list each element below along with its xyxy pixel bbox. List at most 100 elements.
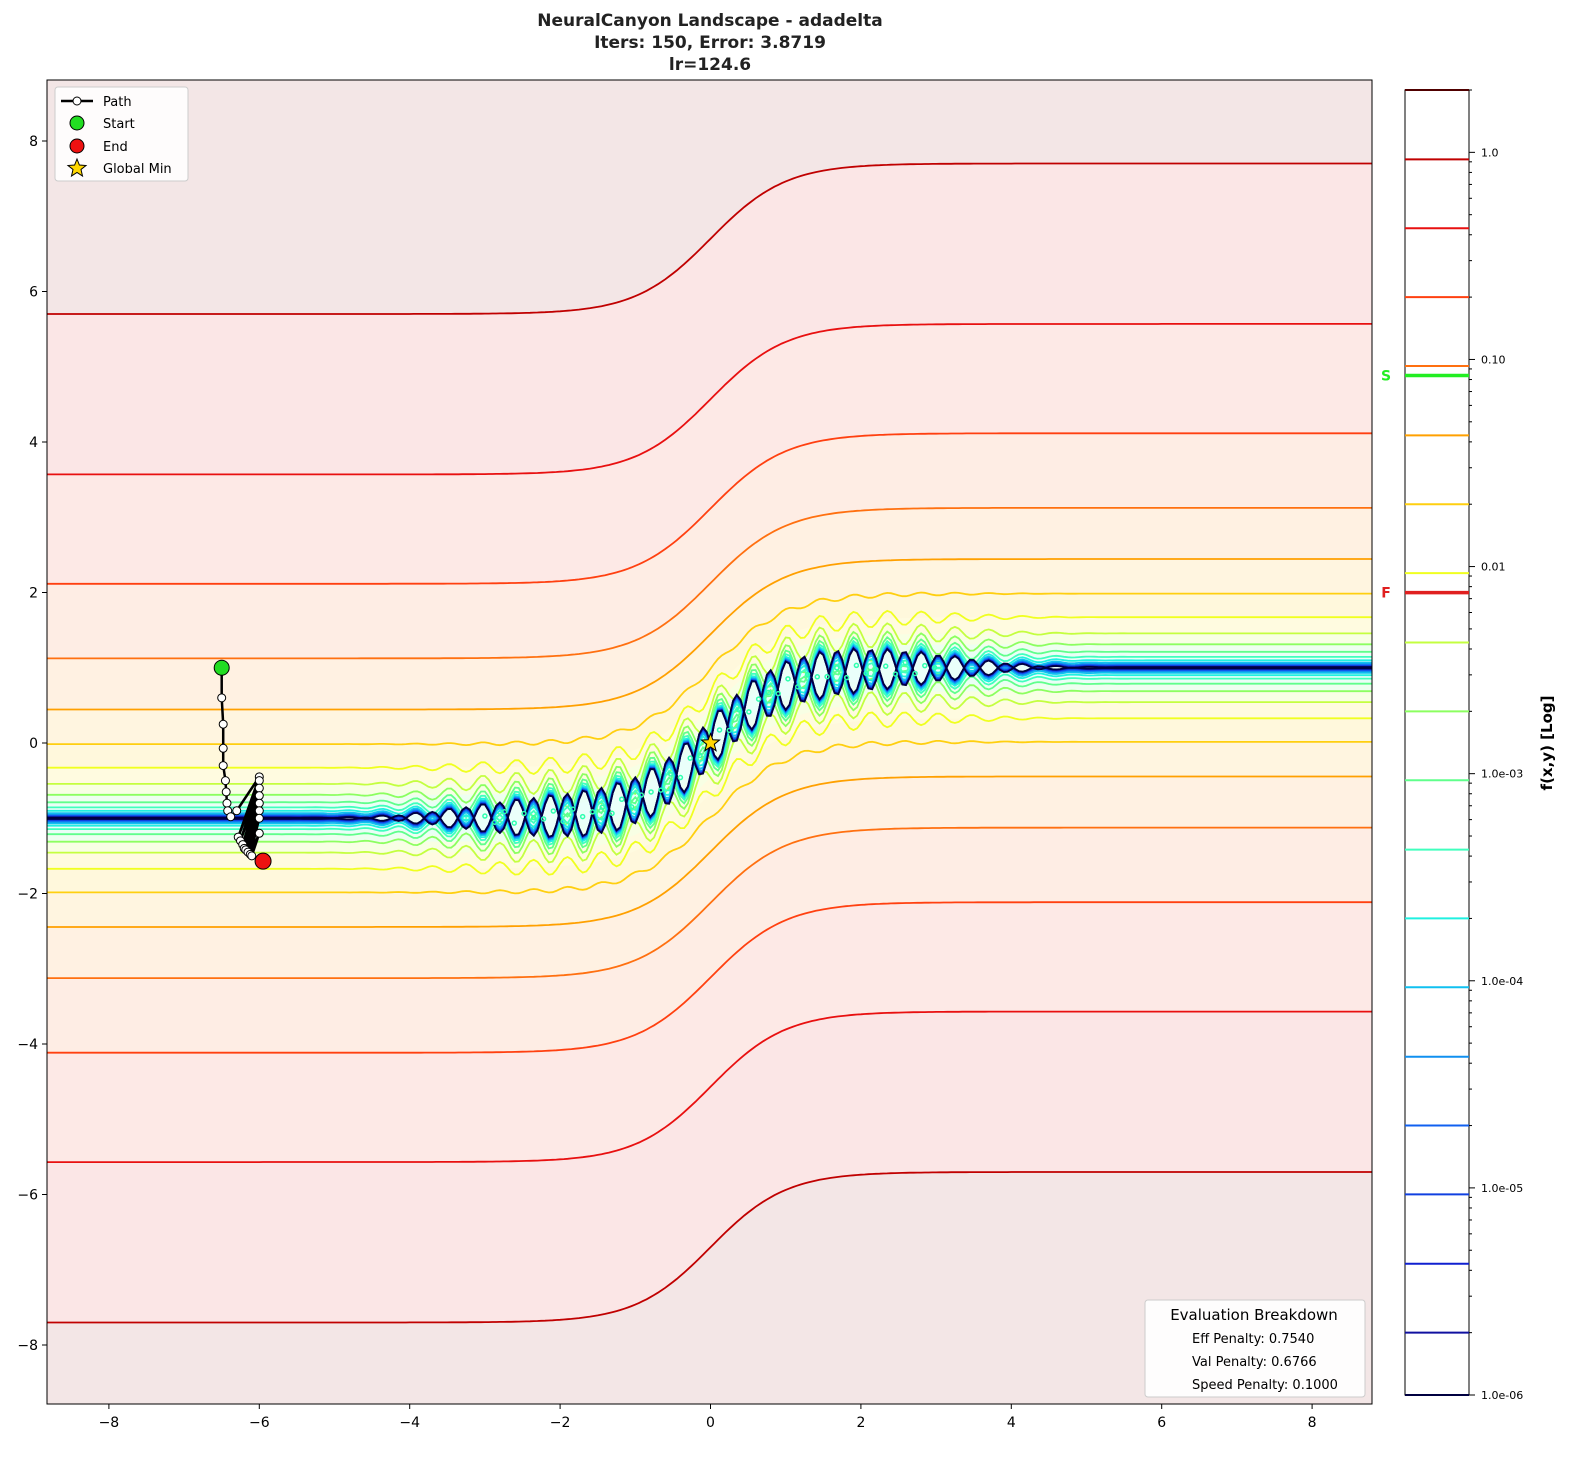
colorbar-tick-label: 1.0e-06 xyxy=(1481,1389,1523,1402)
path-point xyxy=(220,776,230,786)
path-marker-icon xyxy=(72,96,82,106)
contour-line xyxy=(47,1171,1372,1324)
contour-line xyxy=(47,622,1372,796)
valley-contour-dot xyxy=(609,810,615,817)
x-tick-label: −8 xyxy=(99,1415,120,1431)
start-point xyxy=(213,659,230,676)
path-point xyxy=(254,813,264,823)
y-tick-label: 0 xyxy=(29,736,38,752)
valley-contour-dot xyxy=(540,816,547,822)
path-point xyxy=(254,806,264,816)
evaluation-title: Evaluation Breakdown xyxy=(1170,1306,1338,1324)
contour-line xyxy=(47,322,1372,476)
legend-path: Path xyxy=(103,95,132,110)
valley-contour-dot xyxy=(892,671,899,677)
x-tick-label: 6 xyxy=(1157,1415,1166,1431)
valley-contour-dot xyxy=(882,663,889,669)
valley-contour-dot xyxy=(736,707,742,713)
valley-contour-dot xyxy=(873,666,879,673)
x-tick-label: 2 xyxy=(856,1415,865,1431)
valley-contour-dot xyxy=(755,696,762,702)
speed-penalty: Speed Penalty: 0.1000 xyxy=(1192,1378,1338,1393)
contour-line xyxy=(47,775,1372,928)
contour-line xyxy=(47,826,1372,979)
valley-contour-dot xyxy=(560,818,566,825)
end-point xyxy=(254,852,272,870)
path-point xyxy=(226,812,236,822)
contour-line xyxy=(47,668,1372,850)
colorbar-tick-label: 1.0 xyxy=(1481,146,1499,159)
path-point xyxy=(222,798,232,808)
path-point xyxy=(254,783,264,793)
x-tick-label: −2 xyxy=(550,1415,571,1431)
x-tick-label: 0 xyxy=(706,1415,715,1431)
colorbar-tick-label: 1.0e-04 xyxy=(1481,975,1523,988)
path-point xyxy=(232,806,242,816)
valley-contour-dot xyxy=(853,662,860,669)
end-marker-icon xyxy=(69,138,85,154)
plot-frame xyxy=(46,79,1373,1405)
valley-contour-dot xyxy=(658,787,664,793)
path-point xyxy=(218,761,228,771)
y-tick-label: −6 xyxy=(17,1188,38,1204)
valley-contour-dot xyxy=(922,662,928,669)
contour-line xyxy=(47,558,1372,711)
y-tick-label: −4 xyxy=(17,1037,38,1053)
path-line xyxy=(220,667,264,863)
valley-contour-dot xyxy=(765,689,772,696)
colorbar: 1.0 0.10 0.01 1.0e-03 1.0e-04 1.0e-05 1.0e-06 S… xyxy=(1381,89,1523,1402)
contour-line xyxy=(47,901,1372,1054)
x-tick-label: 8 xyxy=(1308,1415,1317,1431)
colorbar-marker-label: S xyxy=(1381,368,1391,384)
valley-contour-dot xyxy=(550,808,557,814)
contour-line xyxy=(47,739,1372,895)
path-point xyxy=(218,743,228,753)
valley-contour-dot xyxy=(628,804,635,810)
x-tick-label: 4 xyxy=(1007,1415,1016,1431)
valley-contour-dot xyxy=(521,810,527,817)
y-tick-label: 6 xyxy=(29,285,38,301)
path-point xyxy=(247,851,257,861)
path-point xyxy=(221,787,231,797)
path-point xyxy=(254,828,264,838)
valley-contour-dot xyxy=(834,665,840,671)
val-penalty: Val Penalty: 0.6766 xyxy=(1192,1355,1317,1370)
eff-penalty: Eff Penalty: 0.7540 xyxy=(1192,1332,1314,1347)
chart-title-line-3: lr=124.6 xyxy=(669,55,751,75)
valley-contour-dot xyxy=(599,804,605,810)
valley-contour-dot xyxy=(570,806,576,812)
contour-line xyxy=(47,162,1372,315)
legend: Path Start End Global Min xyxy=(54,86,189,182)
start-marker-icon xyxy=(69,115,85,131)
valley-contour-dot xyxy=(697,752,703,759)
contour-line xyxy=(47,636,1372,818)
path-point xyxy=(254,798,264,808)
colorbar-label: f(x,y) [Log] xyxy=(1538,696,1556,791)
valley-contour-dot xyxy=(687,755,693,761)
contour-line xyxy=(47,506,1372,660)
path-point xyxy=(218,719,228,729)
contour-line xyxy=(47,609,1372,775)
valley-contour-dot xyxy=(912,670,918,677)
valley-contour-dot xyxy=(531,814,537,821)
colorbar-tick-label: 1.0e-05 xyxy=(1481,1182,1523,1195)
valley-contour-dot xyxy=(902,659,909,666)
contour-line xyxy=(47,677,1372,856)
valley-contour-dot xyxy=(579,813,586,820)
valley-contour-dot xyxy=(824,673,830,680)
valley-contour-dot xyxy=(785,676,791,682)
valley-contour-dot xyxy=(619,796,625,803)
chart-title-line-2: Iters: 150, Error: 3.8719 xyxy=(594,33,826,53)
y-tick-label: 2 xyxy=(29,586,38,602)
chart-title-line-1: NeuralCanyon Landscape - adadelta xyxy=(537,11,882,31)
valley-contour-dot xyxy=(677,774,684,781)
y-tick-label: 4 xyxy=(29,435,38,451)
valley-contour-dot xyxy=(931,664,938,671)
colorbar-marker-label: F xyxy=(1381,586,1391,602)
x-tick-label: −6 xyxy=(249,1415,270,1431)
valley-contour-dot xyxy=(794,684,801,690)
valley-contour-dot xyxy=(716,727,723,733)
y-tick-label: 8 xyxy=(29,134,38,150)
star-icon xyxy=(66,157,88,178)
